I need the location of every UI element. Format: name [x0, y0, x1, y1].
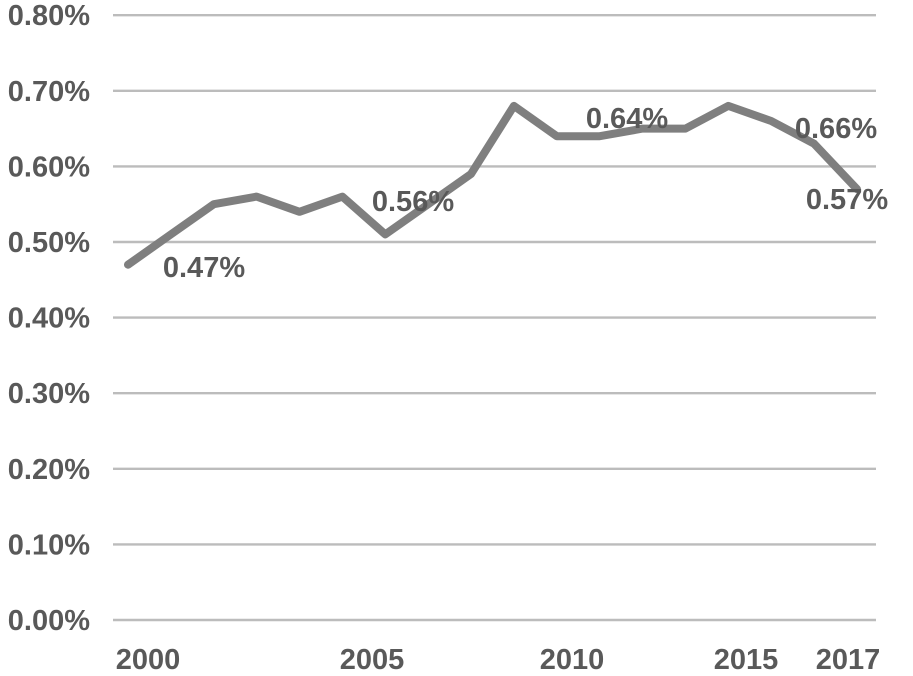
data-label: 0.56% [372, 186, 454, 218]
y-axis-tick-label: 0.10% [8, 529, 90, 561]
data-label: 0.47% [163, 252, 245, 284]
x-axis-tick-label: 2017 [816, 644, 881, 676]
y-axis-tick-label: 0.80% [8, 0, 90, 32]
x-axis-tick-label: 2015 [714, 644, 779, 676]
y-axis-tick-label: 0.20% [8, 454, 90, 486]
data-label: 0.64% [586, 103, 668, 135]
data-label: 0.66% [795, 113, 877, 145]
y-axis-tick-label: 0.30% [8, 378, 90, 410]
trend-line [124, 101, 861, 269]
data-label: 0.57% [806, 184, 888, 216]
x-axis-tick-label: 2005 [340, 644, 405, 676]
x-axis-tick-label: 2010 [540, 644, 605, 676]
y-axis-tick-label: 0.70% [8, 76, 90, 108]
y-axis-tick-label: 0.00% [8, 605, 90, 637]
y-axis-tick-label: 0.50% [8, 227, 90, 259]
y-axis-tick-label: 0.40% [8, 303, 90, 335]
y-axis-tick-label: 0.60% [8, 151, 90, 183]
x-axis-tick-label: 2000 [116, 644, 181, 676]
